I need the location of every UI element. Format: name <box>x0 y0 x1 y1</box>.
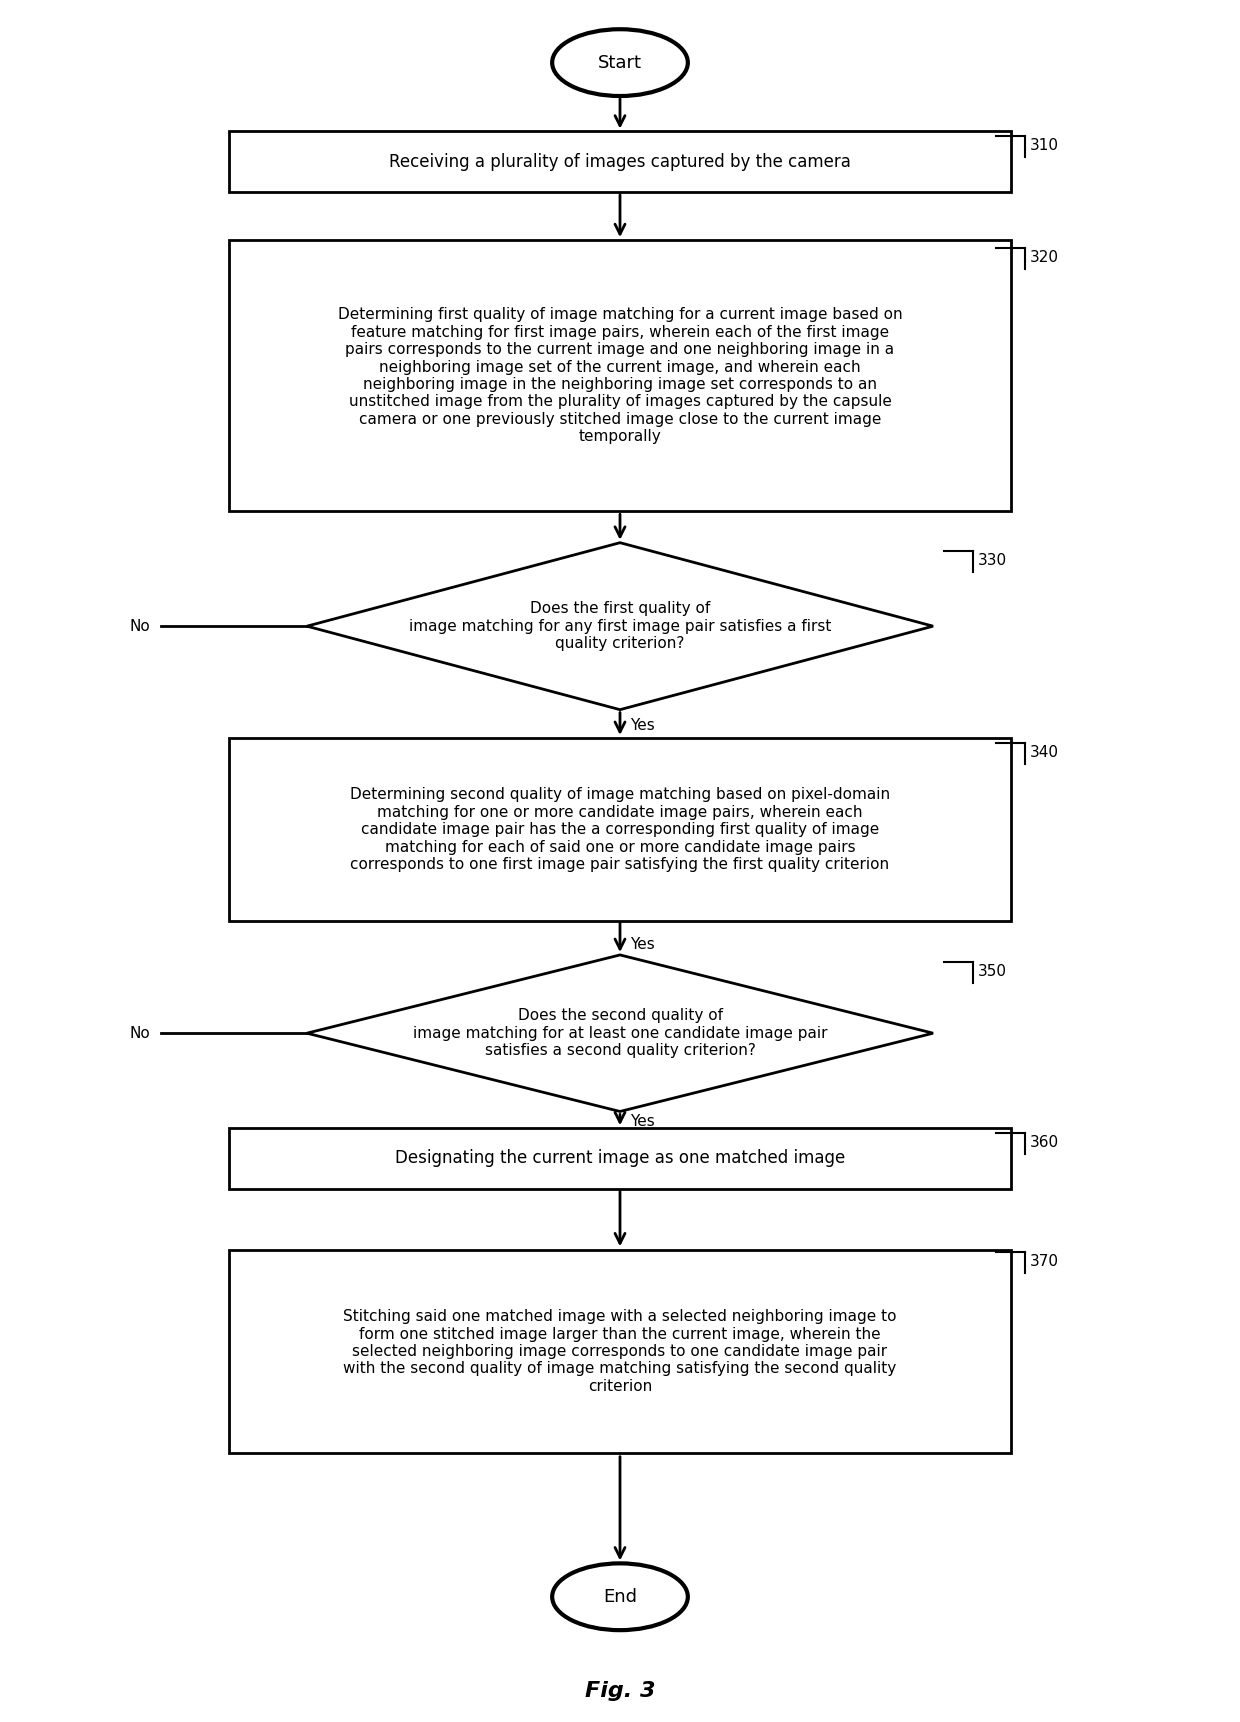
Text: 330: 330 <box>978 553 1007 568</box>
Text: 360: 360 <box>1030 1135 1059 1150</box>
Text: 320: 320 <box>1030 250 1059 265</box>
Bar <box>228 1250 1012 1453</box>
Text: Determining first quality of image matching for a current image based on
feature: Determining first quality of image match… <box>337 307 903 444</box>
Polygon shape <box>308 956 932 1111</box>
Text: End: End <box>603 1588 637 1605</box>
Text: 310: 310 <box>1030 138 1059 153</box>
Text: Receiving a plurality of images captured by the camera: Receiving a plurality of images captured… <box>389 153 851 170</box>
Text: 370: 370 <box>1030 1254 1059 1269</box>
Text: Designating the current image as one matched image: Designating the current image as one mat… <box>394 1150 846 1168</box>
Text: Yes: Yes <box>630 1114 655 1130</box>
Text: Determining second quality of image matching based on pixel-domain
matching for : Determining second quality of image matc… <box>350 787 890 871</box>
Text: Fig. 3: Fig. 3 <box>585 1681 655 1701</box>
Text: Start: Start <box>598 53 642 72</box>
Text: 350: 350 <box>978 964 1007 980</box>
Text: 340: 340 <box>1030 746 1059 759</box>
Ellipse shape <box>552 29 688 96</box>
Text: Does the first quality of
image matching for any first image pair satisfies a fi: Does the first quality of image matching… <box>409 601 831 651</box>
Polygon shape <box>308 542 932 709</box>
Bar <box>228 239 1012 511</box>
Text: Yes: Yes <box>630 937 655 952</box>
Text: Stitching said one matched image with a selected neighboring image to
form one s: Stitching said one matched image with a … <box>343 1309 897 1393</box>
Bar <box>228 131 1012 193</box>
Text: No: No <box>130 618 150 634</box>
Bar <box>228 1128 1012 1188</box>
Text: No: No <box>130 1026 150 1040</box>
Text: Does the second quality of
image matching for at least one candidate image pair
: Does the second quality of image matchin… <box>413 1009 827 1057</box>
Bar <box>228 739 1012 921</box>
Text: Yes: Yes <box>630 718 655 734</box>
Ellipse shape <box>552 1564 688 1631</box>
